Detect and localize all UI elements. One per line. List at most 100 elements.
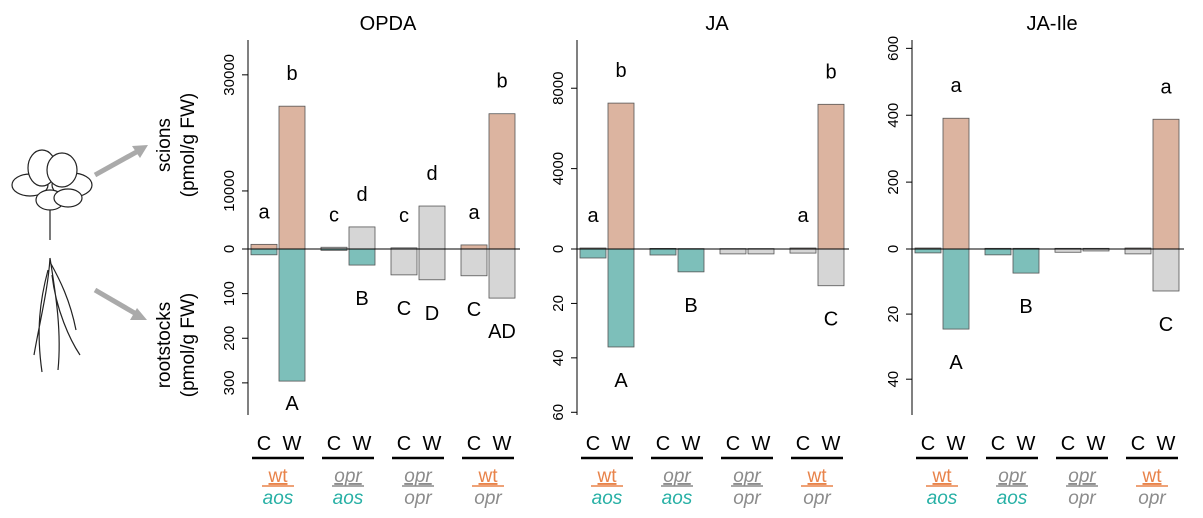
x-tick-label: W	[1087, 433, 1106, 455]
rootstock-bar	[461, 249, 487, 276]
plant-illustration	[12, 150, 92, 372]
rootstock-bar	[678, 249, 704, 272]
x-tick-label: C	[1131, 433, 1145, 455]
y-axis-label: (pmol/g FW)	[178, 93, 199, 198]
significance-letter: d	[356, 184, 367, 206]
significance-letter: a	[468, 202, 480, 224]
x-tick-label: C	[796, 433, 810, 455]
rootstock-bar	[391, 249, 417, 275]
significance-letter: B	[1019, 296, 1032, 318]
significance-letter: B	[684, 295, 697, 317]
scion-genotype: wt	[1142, 466, 1163, 487]
rootstock-genotype: opr	[474, 488, 502, 509]
x-tick-label: C	[586, 433, 600, 455]
x-tick-label: C	[991, 433, 1005, 455]
rootstock-genotype: opr	[1138, 488, 1166, 509]
significance-letter: a	[258, 201, 270, 223]
significance-letter: a	[587, 205, 599, 227]
significance-letter: C	[467, 299, 481, 321]
x-tick-label: W	[822, 433, 841, 455]
rootstock-bar	[985, 249, 1011, 255]
y-tick-label: 60	[550, 404, 567, 421]
rootstock-bar	[720, 249, 746, 254]
significance-letter: b	[825, 61, 836, 83]
significance-letter: a	[1160, 76, 1172, 98]
x-tick-label: C	[327, 433, 341, 455]
rootstock-genotype: opr	[733, 488, 761, 509]
scion-genotype: wt	[807, 466, 828, 487]
significance-letter: b	[496, 71, 507, 93]
rootstock-genotype: opr	[803, 488, 831, 509]
rootstock-bar	[349, 249, 375, 265]
rootstock-genotype: aos	[333, 488, 364, 509]
y-tick-label: 40	[885, 371, 902, 388]
rootstock-genotype: aos	[997, 488, 1028, 509]
rootstock-bar	[915, 249, 941, 253]
scion-bar	[1153, 119, 1179, 249]
significance-letter: a	[797, 205, 809, 227]
scion-genotype: opr	[1068, 466, 1096, 487]
scion-bar	[461, 245, 487, 249]
rootstock-bar	[608, 249, 634, 347]
x-tick-label: C	[467, 433, 481, 455]
rootstock-genotype: aos	[263, 488, 294, 509]
y-axis-label: scions	[154, 118, 175, 172]
rootstock-bar	[1125, 249, 1151, 254]
scion-bar	[251, 244, 277, 249]
y-axis-label: rootstocks	[154, 302, 175, 389]
rootstock-genotype: aos	[592, 488, 623, 509]
y-tick-label: 10000	[221, 170, 238, 212]
y-tick-label: 200	[885, 170, 902, 195]
arrows	[95, 145, 148, 320]
significance-letter: B	[355, 288, 368, 310]
rootstock-bar	[1013, 249, 1039, 273]
panel-title: JA	[705, 13, 729, 35]
y-axis-label: (pmol/g FW)	[178, 293, 199, 398]
y-tick-label: 4000	[550, 152, 567, 185]
significance-letter: A	[949, 352, 963, 374]
scion-genotype: opr	[334, 466, 362, 487]
scion-bar	[349, 227, 375, 249]
significance-letter: c	[329, 204, 339, 226]
significance-letter: a	[950, 75, 962, 97]
x-tick-label: C	[257, 433, 271, 455]
rootstock-bar	[1153, 249, 1179, 291]
scion-bar	[489, 114, 515, 249]
rootstock-bar	[279, 249, 305, 381]
rootstock-bar	[580, 249, 606, 258]
x-tick-label: W	[682, 433, 701, 455]
scion-bar	[943, 118, 969, 249]
significance-letter: c	[399, 205, 409, 227]
significance-letter: C	[824, 309, 838, 331]
y-tick-label: 0	[221, 245, 238, 253]
significance-letter: b	[615, 60, 626, 82]
significance-letter: AD	[488, 321, 516, 343]
x-tick-label: W	[283, 433, 302, 455]
significance-letter: d	[426, 163, 437, 185]
rootstock-bar	[790, 249, 816, 253]
significance-letter: D	[425, 303, 439, 325]
x-tick-label: W	[1017, 433, 1036, 455]
y-tick-label: 30000	[221, 54, 238, 96]
y-tick-label: 8000	[550, 72, 567, 105]
rootstock-genotype: aos	[927, 488, 958, 509]
significance-letter: C	[397, 298, 411, 320]
scion-bar	[419, 206, 445, 249]
y-tick-label: 300	[221, 370, 238, 395]
rootstock-bar	[943, 249, 969, 329]
significance-letter: b	[286, 63, 297, 85]
scion-genotype: wt	[478, 466, 499, 487]
y-tick-label: 0	[885, 245, 902, 253]
x-tick-label: C	[397, 433, 411, 455]
scion-genotype: wt	[932, 466, 953, 487]
significance-letter: A	[285, 393, 299, 415]
scion-genotype: opr	[733, 466, 761, 487]
significance-letter: A	[614, 370, 628, 392]
x-tick-label: W	[423, 433, 442, 455]
rootstock-genotype: opr	[1068, 488, 1096, 509]
rootstock-genotype: aos	[662, 488, 693, 509]
x-tick-label: C	[726, 433, 740, 455]
significance-letter: C	[1159, 314, 1173, 336]
